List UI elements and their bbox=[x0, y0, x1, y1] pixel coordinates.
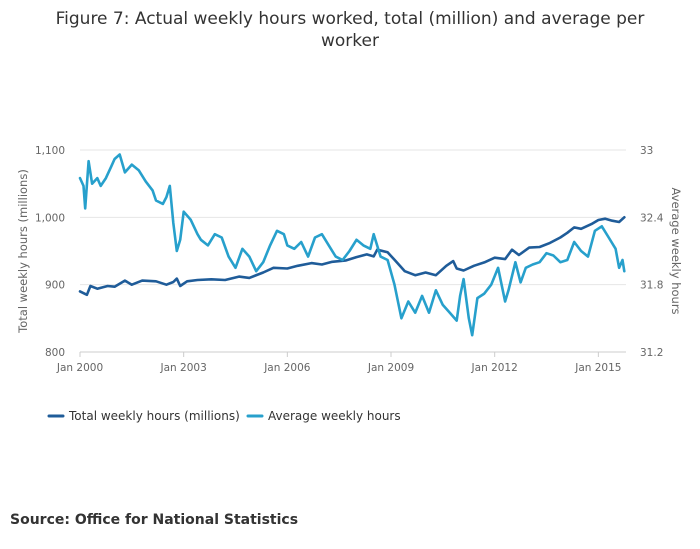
left-tick-label: 1,100 bbox=[35, 145, 65, 157]
x-tick-label: Jan 2003 bbox=[160, 362, 207, 374]
x-tick-label: Jan 2009 bbox=[367, 362, 414, 374]
chart-title-line-2: worker bbox=[321, 31, 379, 51]
right-tick-label: 32.4 bbox=[640, 212, 664, 224]
legend-label-average: Average weekly hours bbox=[268, 409, 401, 423]
x-tick-label: Jan 2006 bbox=[263, 362, 311, 374]
x-tick-label: Jan 2015 bbox=[574, 362, 621, 374]
left-tick-label: 900 bbox=[45, 280, 65, 292]
right-axis-title: Average weekly hours bbox=[669, 187, 683, 314]
left-axis-title: Total weekly hours (millions) bbox=[16, 169, 30, 334]
chart-title-line-1: Figure 7: Actual weekly hours worked, to… bbox=[56, 9, 645, 29]
series-lines bbox=[78, 153, 626, 337]
right-tick-label: 33 bbox=[640, 145, 653, 157]
left-axis-ticks: 800 900 1,000 1,100 bbox=[35, 145, 65, 359]
x-axis-ticks: Jan 2000 Jan 2003 Jan 2006 Jan 2009 Jan 2012… bbox=[56, 352, 621, 374]
right-tick-label: 31.2 bbox=[640, 347, 663, 359]
right-tick-label: 31.8 bbox=[640, 280, 663, 292]
left-tick-label: 800 bbox=[45, 347, 65, 359]
gridlines bbox=[80, 149, 626, 353]
left-tick-label: 1,000 bbox=[35, 212, 65, 224]
right-axis-ticks: 31.2 31.8 32.4 33 bbox=[640, 145, 664, 359]
source-note: Source: Office for National Statistics bbox=[10, 512, 299, 528]
series-line-total-weekly-hours bbox=[78, 216, 626, 297]
legend: Total weekly hours (millions) Average we… bbox=[47, 409, 401, 423]
x-tick-label: Jan 2012 bbox=[471, 362, 518, 374]
series-line-average-weekly-hours bbox=[78, 153, 626, 337]
legend-label-total: Total weekly hours (millions) bbox=[68, 409, 240, 423]
x-tick-label: Jan 2000 bbox=[56, 362, 103, 374]
